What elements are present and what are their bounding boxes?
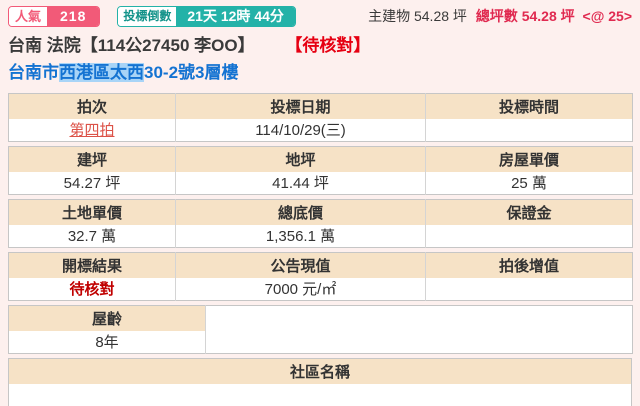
cell-community-name [8,383,632,406]
cell-house-unit-price: 25 萬 [425,171,633,195]
cell-announced-value: 7000 元/㎡ [175,277,426,301]
address-prefix: 台南市 [8,63,59,82]
unit-price-hint: <@ 25> [582,8,632,24]
cell-auction-round: 第四拍 [8,118,176,142]
area-summary: 主建物 54.28 坪 總坪數 54.28 坪 <@ 25> [368,6,632,26]
auction-round-link[interactable]: 第四拍 [69,122,115,140]
cell-bid-date: 114/10/29(三) [175,118,426,142]
address-suffix: 30-2號3層樓 [144,63,239,82]
titlebar: 台南 法院【114公27450 李OO】 【待核對】 [8,35,632,57]
cell-total-floor-price: 1,356.1 萬 [175,224,426,248]
row-group-auction-round: 拍次 投標日期 投標時間 第四拍 114/10/29(三) [8,93,633,142]
case-title: 台南 法院【114公27450 李OO】 [8,36,255,55]
row-group-community: 社區名稱 [8,358,632,406]
header-bid-date: 投標日期 [175,93,426,119]
countdown-value: 21天 12時 44分 [176,6,295,26]
header-bid-time: 投標時間 [425,93,633,119]
countdown-label: 投標倒數 [118,6,177,26]
header-deposit: 保證金 [425,199,633,225]
row-group-area: 建坪 地坪 房屋單價 54.27 坪 41.44 坪 25 萬 [8,146,633,195]
header-auction-round: 拍次 [8,93,176,119]
bid-result-pending: 待核對 [69,281,115,299]
header-bid-result: 開標結果 [8,252,176,278]
header-land-area: 地坪 [175,146,426,172]
row-group-house-age: 屋齡 8年 [8,305,633,354]
address-highlighted-district: 西港區太西 [59,63,144,82]
bid-countdown-badge: 投標倒數 21天 12時 44分 [117,5,296,27]
header-announced-value: 公告現值 [175,252,426,278]
property-address-link[interactable]: 台南市西港區太西30-2號3層樓 [8,62,632,84]
topbar: 人氣 218 投標倒數 21天 12時 44分 主建物 54.28 坪 總坪數 … [0,0,640,27]
header-land-unit-price: 土地單價 [8,199,176,225]
row-group-price: 土地單價 總底價 保證金 32.7 萬 1,356.1 萬 [8,199,633,248]
popularity-label: 人氣 [9,6,48,26]
header-community-name: 社區名稱 [8,358,632,384]
row-group-result: 開標結果 公告現值 拍後增值 待核對 7000 元/㎡ [8,252,633,301]
total-area: 總坪數 54.28 坪 [475,8,575,24]
popularity-badge: 人氣 218 [8,5,101,27]
main-building-area: 主建物 54.28 坪 [368,8,467,24]
empty-merged-cell [205,305,633,354]
header-house-age: 屋齡 [8,305,206,331]
header-total-floor-price: 總底價 [175,199,426,225]
status-badge: 【待核對】 [285,36,371,55]
cell-bid-time [425,118,633,142]
auction-info-tables: 拍次 投標日期 投標時間 第四拍 114/10/29(三) 建坪 地坪 房屋單價… [0,93,640,406]
cell-deposit [425,224,633,248]
cell-land-area: 41.44 坪 [175,171,426,195]
header-post-auction-gain: 拍後增值 [425,252,633,278]
header-building-area: 建坪 [8,146,176,172]
cell-land-unit-price: 32.7 萬 [8,224,176,248]
cell-building-area: 54.27 坪 [8,171,176,195]
header-house-unit-price: 房屋單價 [425,146,633,172]
cell-house-age: 8年 [8,330,206,354]
cell-post-auction-gain [425,277,633,301]
popularity-count: 218 [47,6,100,26]
cell-bid-result: 待核對 [8,277,176,301]
